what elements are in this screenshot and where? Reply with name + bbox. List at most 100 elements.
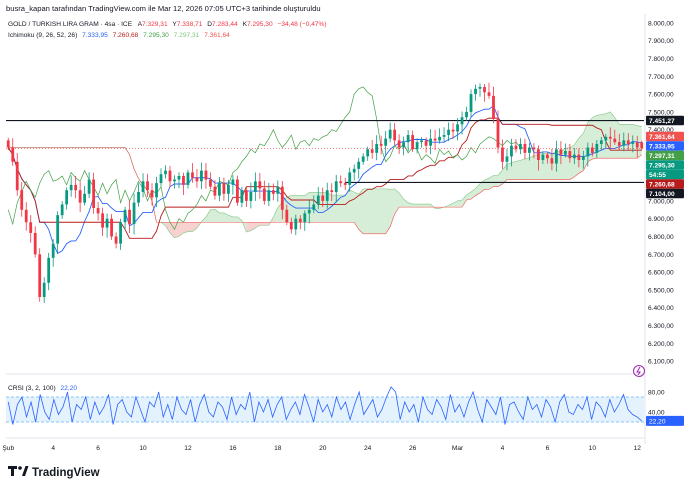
price-tick-label: 6.800,00 (648, 234, 674, 241)
candle (334, 174, 338, 203)
price-label-box (646, 150, 684, 161)
price-tick-label: 7.000,00 (648, 198, 674, 205)
price-axis[interactable]: 8.000,00 7.900,00 7.800,00 7.700,00 7.600,00… (648, 20, 674, 416)
candle (128, 200, 131, 234)
cloud-segment (363, 188, 368, 234)
cloud-segment (394, 188, 400, 215)
candle-body (33, 232, 37, 255)
candle (402, 136, 406, 156)
candle-body (433, 138, 437, 141)
cloud-segment (165, 222, 170, 233)
time-tick-label: 26 (409, 445, 417, 452)
candle-body (249, 192, 253, 201)
candle-body (595, 143, 599, 153)
candle-body (442, 135, 446, 137)
candle (123, 206, 127, 230)
candle (280, 180, 284, 220)
candle-body (141, 181, 145, 192)
candle (492, 86, 495, 124)
cloud-segment (457, 200, 463, 208)
candle-body (483, 86, 486, 93)
candle-body (411, 135, 415, 150)
cloud-segment (232, 216, 238, 223)
candle (235, 175, 239, 206)
cloud-segment (448, 203, 454, 208)
candle-body (289, 222, 293, 230)
time-axis[interactable]: Şub 4 6 10 12 16 18 20 24 26 Mar 4 6 10 12 (2, 445, 641, 452)
price-label-text: 7.104,00 (649, 191, 675, 198)
crsi-legend[interactable]: CRSI (3, 2, 100) 22,20 (8, 385, 77, 392)
candle-body (438, 136, 441, 141)
candle (11, 138, 15, 166)
candle-body (240, 190, 244, 203)
time-tick-label: Şub (2, 445, 14, 452)
candle (559, 141, 563, 165)
cloud-segment (372, 188, 377, 234)
candle-body (137, 192, 140, 203)
cloud-segment (399, 192, 404, 208)
candle-body (164, 170, 167, 175)
candle (433, 129, 437, 151)
candle (132, 193, 136, 235)
price-tick-label: 7.700,00 (648, 74, 674, 81)
price-tick-label: 8.000,00 (648, 20, 674, 27)
candle (590, 143, 594, 157)
tradingview-logo[interactable]: TradingView (8, 466, 100, 479)
candle-body (276, 186, 280, 194)
price-tick-label: 6.200,00 (648, 341, 674, 348)
candle-body (227, 184, 230, 194)
candle-body (469, 94, 473, 112)
candle-body (415, 142, 419, 150)
candle-body (258, 181, 262, 189)
candle-body (83, 193, 87, 203)
price-label-text: 7.451,27 (649, 118, 675, 125)
cloud-segment (237, 216, 242, 223)
candle (330, 183, 334, 202)
candle-body (186, 172, 190, 185)
time-tick-label: 20 (319, 445, 327, 452)
candle (218, 177, 221, 202)
candle (101, 207, 104, 237)
candle-body (420, 140, 423, 143)
candle (119, 218, 122, 250)
candle-body (285, 209, 289, 223)
kijun-value: 7.260,68 (113, 32, 139, 39)
open-value: 7.329,31 (142, 21, 168, 28)
grid (6, 14, 646, 444)
candle-body (523, 143, 527, 153)
candle (253, 172, 257, 201)
price-label-text: 7.361,64 (649, 134, 675, 141)
candle (231, 175, 235, 195)
tv-logo-icon (8, 466, 17, 476)
candle (213, 180, 217, 200)
candle (285, 204, 289, 226)
candle (622, 132, 626, 152)
cloud-segment (228, 215, 233, 223)
candle (469, 89, 473, 118)
candle-body (321, 195, 325, 201)
candle (411, 130, 415, 152)
svg-text:GOLD / TURKISH LIRA GRAM · 4sa: GOLD / TURKISH LIRA GRAM · 4sa · ICE A7.… (8, 21, 327, 28)
candle (393, 123, 397, 146)
symbol-legend[interactable]: GOLD / TURKISH LIRA GRAM · 4sa · ICE A7.… (8, 21, 327, 39)
price-label-text: 7.260,68 (649, 181, 675, 188)
replay-icon[interactable] (633, 365, 645, 377)
candle (191, 163, 194, 183)
price-label-box (646, 131, 684, 142)
candle-body (159, 174, 163, 184)
candle-body (69, 184, 73, 191)
candle-body (294, 218, 298, 230)
candle (87, 172, 91, 199)
crsi-panel: 22,20 (6, 386, 684, 426)
candle (442, 127, 446, 142)
candle (164, 165, 167, 179)
candle (505, 148, 509, 171)
change-value: −34,48 (−0,47%) (277, 21, 326, 28)
candle (155, 176, 158, 207)
candle (42, 277, 46, 304)
candle (563, 143, 567, 158)
candle-body (280, 186, 284, 210)
logo-text: TradingView (32, 467, 100, 479)
price-tick-label: 6.600,00 (648, 270, 674, 277)
